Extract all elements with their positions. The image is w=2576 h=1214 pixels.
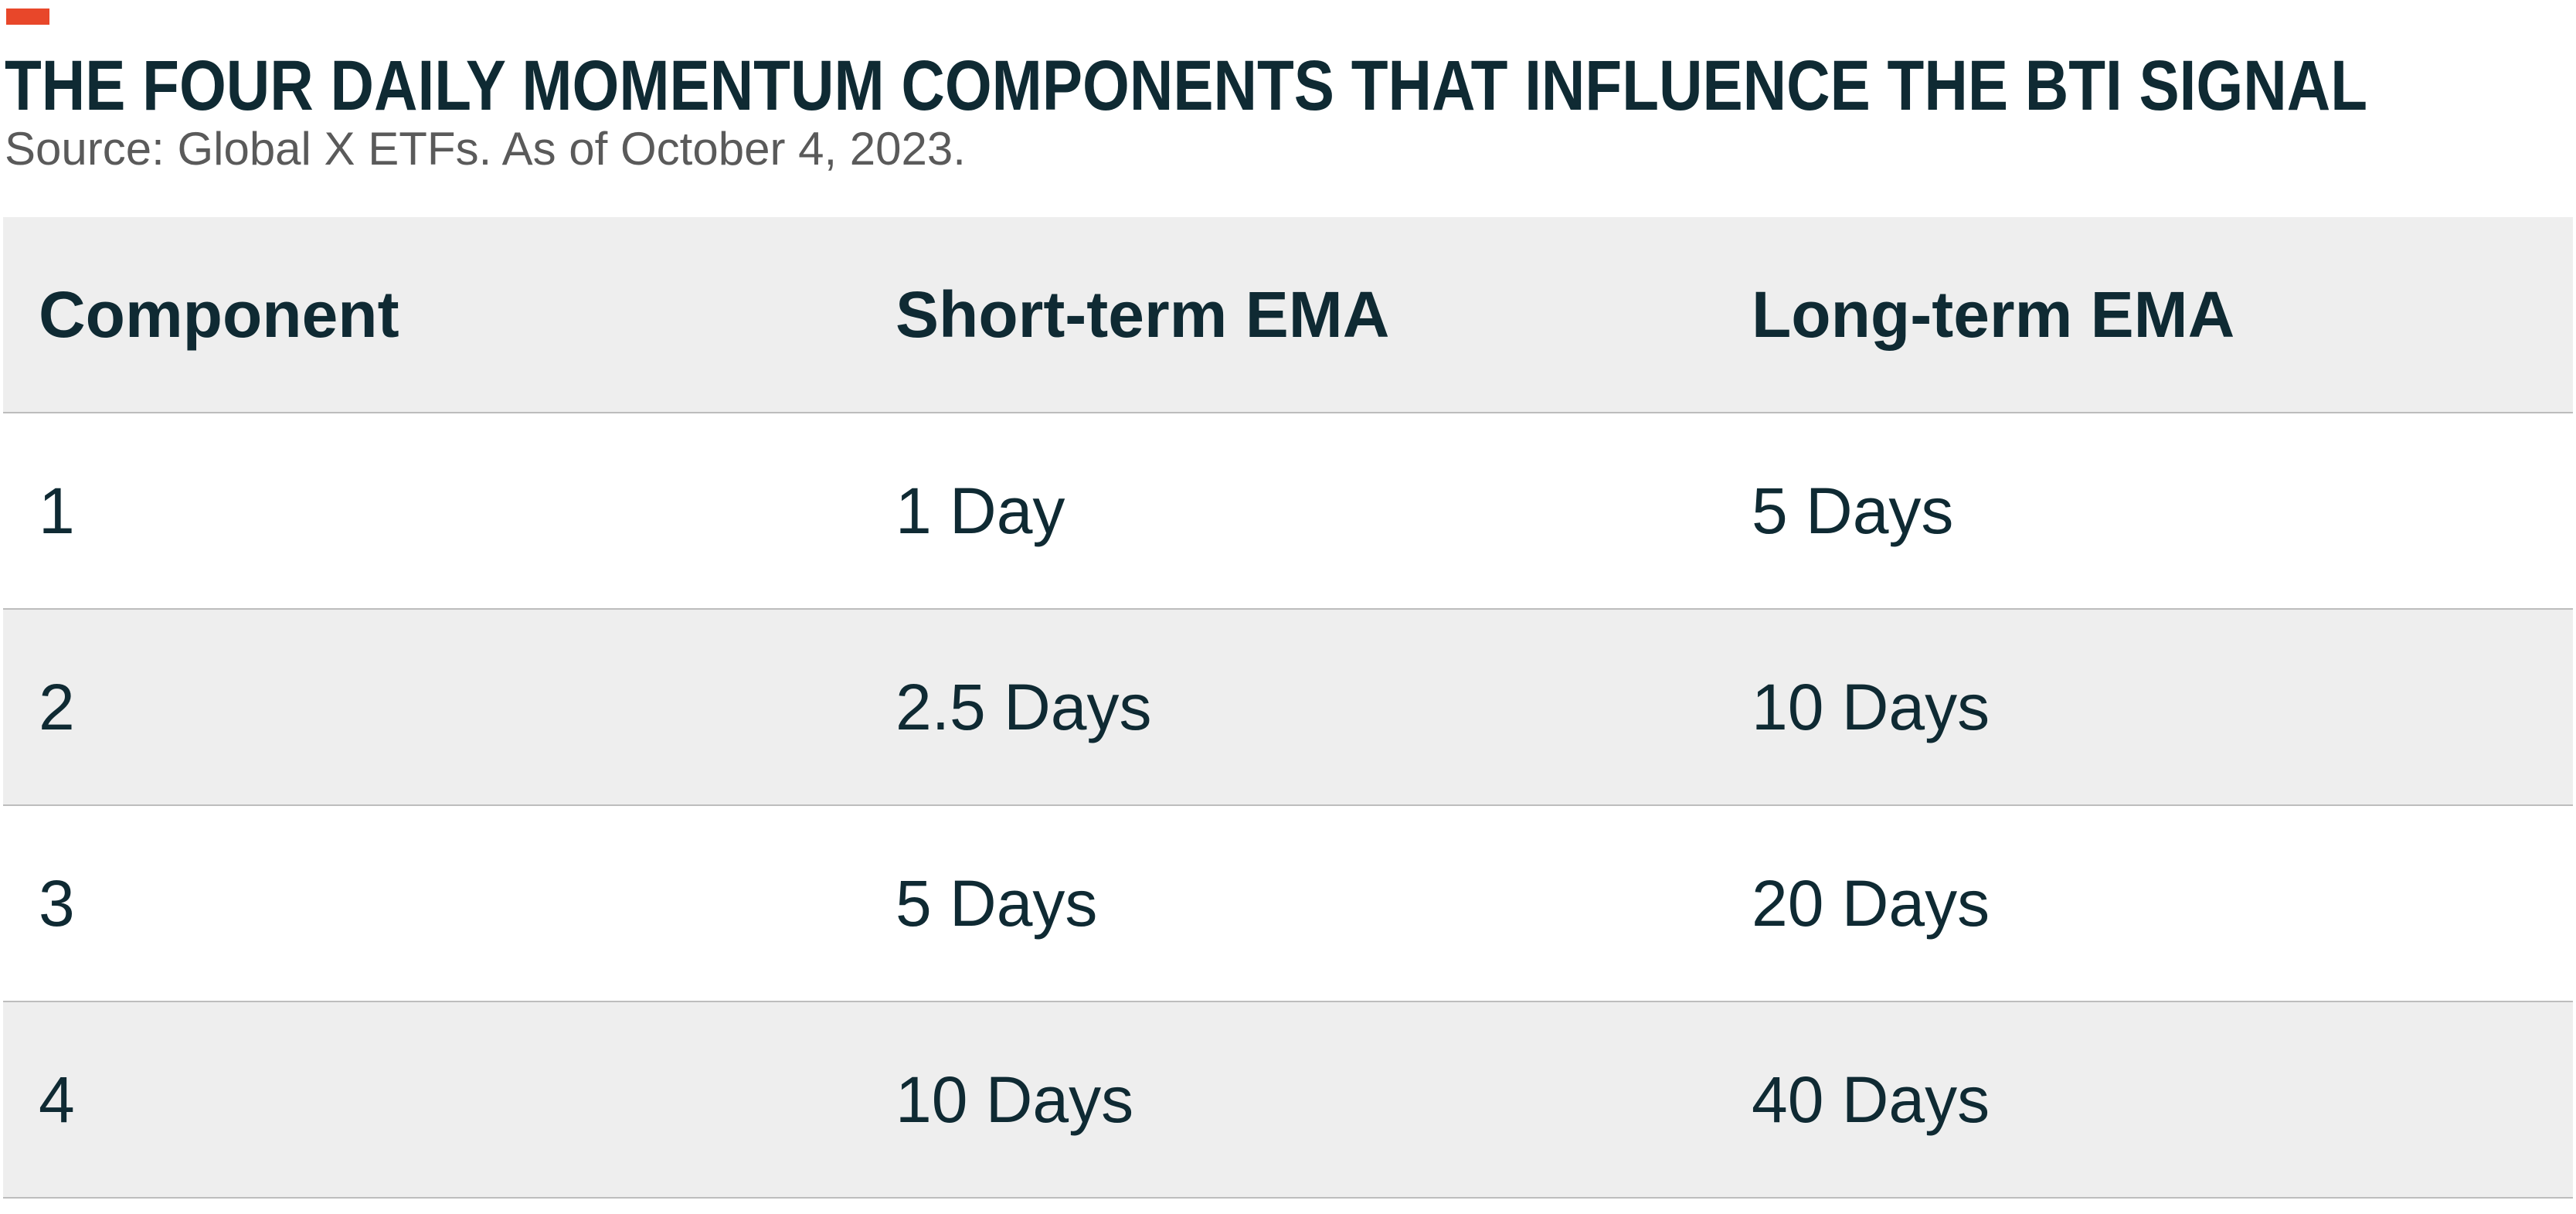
- table-cell: 10 Days: [1752, 671, 1990, 743]
- header-row: Component Short-term EMA Long-term EMA: [3, 217, 2573, 413]
- accent-bar: [6, 9, 49, 25]
- column-header: Long-term EMA: [1752, 278, 2235, 351]
- table-cell: 1: [39, 474, 75, 547]
- table-cell: 40 Days: [1752, 1063, 1990, 1136]
- table-cell: 3: [39, 867, 75, 940]
- column-header: Component: [39, 278, 399, 351]
- table-row: 2 2.5 Days 10 Days: [3, 610, 2573, 806]
- table-cell: 5 Days: [895, 867, 1098, 940]
- column-header: Short-term EMA: [895, 278, 1390, 351]
- source-note: Source: Global X ETFs. As of October 4, …: [5, 123, 966, 175]
- title-box: THE FOUR DAILY MOMENTUM COMPONENTS THAT …: [5, 46, 2367, 124]
- table: Component Short-term EMA Long-term EMA 1 1 D…: [3, 217, 2573, 1199]
- table-row: 4 10 Days 40 Days: [3, 1002, 2573, 1199]
- table-cell: 5 Days: [1752, 474, 1954, 547]
- table-cell: 2.5 Days: [895, 671, 1152, 743]
- table-row: 1 1 Day 5 Days: [3, 413, 2573, 610]
- table-cell: 10 Days: [895, 1063, 1134, 1136]
- table-cell: 1 Day: [895, 474, 1065, 547]
- title: THE FOUR DAILY MOMENTUM COMPONENTS THAT …: [5, 46, 2367, 124]
- table-cell: 4: [39, 1063, 75, 1136]
- table-cell: 20 Days: [1752, 867, 1990, 940]
- table-cell: 2: [39, 671, 75, 743]
- table-row: 3 5 Days 20 Days: [3, 806, 2573, 1002]
